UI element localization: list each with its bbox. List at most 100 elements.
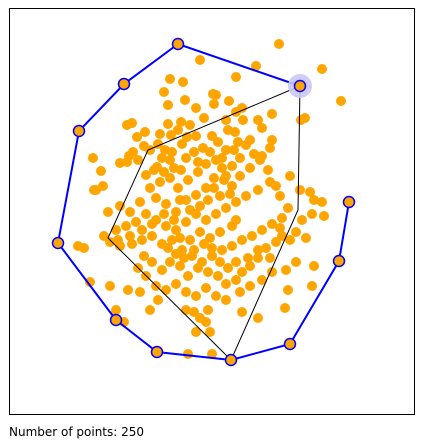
data-point (221, 203, 231, 213)
data-point (181, 305, 191, 315)
data-point (274, 39, 284, 49)
data-point (207, 251, 217, 261)
data-point (161, 199, 171, 209)
data-point (123, 285, 133, 295)
data-point (257, 151, 267, 161)
data-point (137, 225, 147, 235)
data-point (235, 287, 245, 297)
data-point (203, 267, 213, 277)
data-point (231, 197, 241, 207)
data-point (163, 100, 173, 110)
data-point (189, 147, 199, 157)
hull-vertex (293, 79, 307, 93)
data-point (183, 175, 193, 185)
data-point (180, 95, 190, 105)
data-point (165, 257, 175, 267)
data-point (317, 197, 327, 207)
data-point (191, 131, 201, 141)
data-point (247, 231, 257, 241)
data-point (171, 207, 181, 217)
data-point (227, 161, 237, 171)
data-point (201, 317, 211, 327)
data-point (173, 183, 183, 193)
data-point (209, 173, 219, 183)
data-point (267, 219, 277, 229)
data-point (131, 217, 141, 227)
data-point (189, 307, 199, 317)
data-point (227, 181, 237, 191)
data-point (205, 327, 215, 337)
data-point (165, 74, 175, 84)
hull-vertex (117, 77, 131, 91)
data-point (127, 239, 137, 249)
data-point (257, 225, 267, 235)
diagram-canvas[interactable] (0, 0, 430, 430)
hull-vertices-layer (51, 37, 356, 367)
data-point (125, 207, 135, 217)
data-point (211, 209, 221, 219)
hull-vertex (342, 195, 356, 209)
data-point (213, 137, 223, 147)
data-point (201, 283, 211, 293)
data-point (173, 125, 183, 135)
hull-vertex (171, 37, 185, 51)
data-point (171, 249, 181, 259)
hull-vertex (224, 353, 238, 367)
data-point (88, 153, 98, 163)
data-point (217, 153, 227, 163)
data-point (295, 185, 305, 195)
data-point (195, 201, 205, 211)
data-point (178, 77, 188, 87)
data-point (245, 281, 255, 291)
data-point (171, 225, 181, 235)
data-point (225, 189, 235, 199)
data-point (221, 295, 231, 305)
hull-vertex (72, 124, 86, 138)
data-point (237, 235, 247, 245)
data-point (140, 127, 150, 137)
hull-vertex (51, 236, 65, 250)
data-point (165, 155, 175, 165)
data-point (169, 163, 179, 173)
data-point (267, 109, 277, 119)
data-point (205, 147, 215, 157)
data-point (157, 265, 167, 275)
data-point (271, 237, 281, 247)
hull-vertex (283, 337, 297, 351)
data-point (309, 195, 319, 205)
data-point (233, 137, 243, 147)
plot-area[interactable] (0, 0, 430, 430)
data-point (193, 167, 203, 177)
data-point (145, 305, 155, 315)
data-point (267, 135, 277, 145)
data-point (245, 261, 255, 271)
data-point (215, 191, 225, 201)
data-point (300, 113, 310, 123)
data-point (221, 279, 231, 289)
data-point (221, 115, 231, 125)
data-point (185, 235, 195, 245)
data-point (179, 253, 189, 263)
data-point (223, 263, 233, 273)
data-point (231, 275, 241, 285)
data-point (181, 217, 191, 227)
data-point (121, 221, 131, 231)
data-point (241, 191, 251, 201)
data-point (283, 285, 293, 295)
data-point (133, 155, 143, 165)
data-point (199, 239, 209, 249)
data-point (305, 187, 315, 197)
data-point (231, 72, 241, 82)
data-point (185, 205, 195, 215)
data-point (132, 132, 142, 142)
data-point (297, 215, 307, 225)
data-point (189, 245, 199, 255)
data-point (105, 281, 115, 291)
data-point (208, 89, 218, 99)
data-point (139, 141, 149, 151)
data-point (111, 225, 121, 235)
data-point (280, 303, 290, 313)
data-point (241, 140, 251, 150)
data-point (209, 183, 219, 193)
inner-polygon (107, 85, 301, 361)
